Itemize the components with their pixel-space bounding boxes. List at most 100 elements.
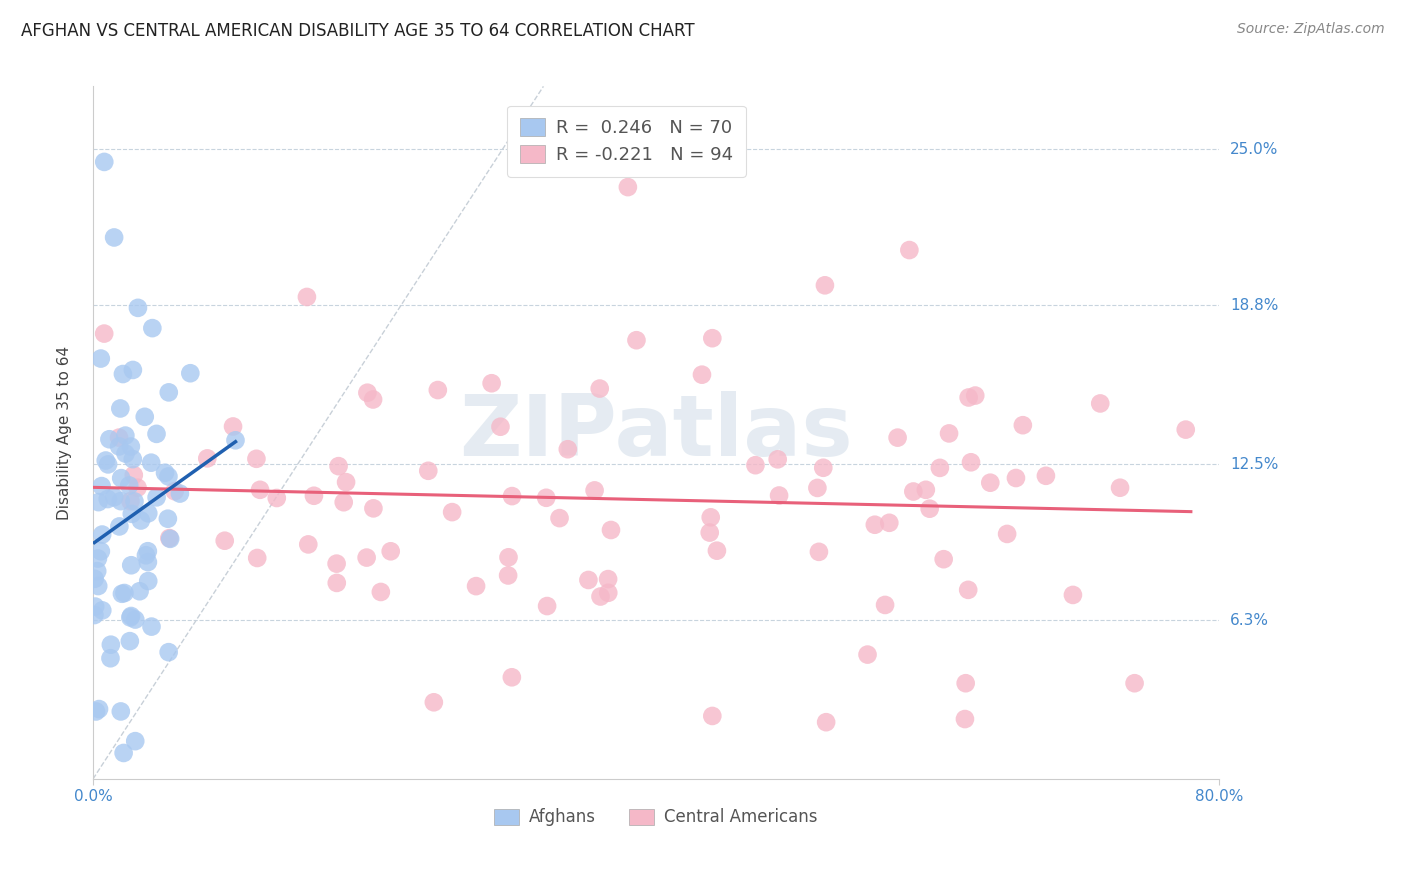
Point	[557, 442, 579, 457]
Point	[361, 392, 384, 407]
Point	[249, 483, 271, 497]
Point	[589, 382, 612, 396]
Point	[583, 483, 606, 498]
Point	[332, 495, 354, 509]
Point	[918, 501, 941, 516]
Point	[87, 495, 110, 509]
Point	[159, 532, 181, 546]
Point	[214, 533, 236, 548]
Point	[806, 481, 828, 495]
Point	[136, 555, 159, 569]
Point	[90, 351, 112, 366]
Point	[84, 599, 107, 614]
Point	[481, 376, 503, 391]
Point	[163, 484, 186, 499]
Point	[496, 568, 519, 582]
Point	[108, 439, 131, 453]
Point	[302, 489, 325, 503]
Point	[423, 695, 446, 709]
Point	[91, 603, 114, 617]
Point	[129, 514, 152, 528]
Point	[108, 431, 131, 445]
Point	[141, 321, 163, 335]
Point	[84, 705, 107, 719]
Point	[965, 388, 987, 402]
Point	[813, 460, 835, 475]
Point	[1123, 676, 1146, 690]
Point	[145, 426, 167, 441]
Point	[702, 331, 724, 345]
Point	[380, 544, 402, 558]
Point	[617, 180, 640, 194]
Point	[136, 544, 159, 558]
Point	[110, 471, 132, 485]
Point	[83, 572, 105, 586]
Text: 25.0%: 25.0%	[1230, 142, 1278, 157]
Point	[97, 458, 120, 472]
Point	[124, 734, 146, 748]
Point	[121, 452, 143, 467]
Point	[169, 486, 191, 500]
Point	[83, 608, 105, 623]
Point	[246, 551, 269, 566]
Point	[699, 510, 721, 524]
Point	[195, 451, 218, 466]
Point	[103, 490, 125, 504]
Point	[766, 452, 789, 467]
Text: 6.3%: 6.3%	[1230, 613, 1270, 628]
Point	[744, 458, 766, 473]
Point	[94, 453, 117, 467]
Point	[153, 466, 176, 480]
Point	[93, 326, 115, 341]
Point	[418, 464, 440, 478]
Point	[111, 367, 134, 381]
Point	[157, 385, 180, 400]
Text: 18.8%: 18.8%	[1230, 298, 1278, 313]
Point	[111, 587, 134, 601]
Point	[87, 579, 110, 593]
Text: Source: ZipAtlas.com: Source: ZipAtlas.com	[1237, 22, 1385, 37]
Point	[363, 501, 385, 516]
Point	[768, 489, 790, 503]
Point	[114, 446, 136, 460]
Point	[1062, 588, 1084, 602]
Point	[598, 586, 620, 600]
Point	[118, 478, 141, 492]
Point	[103, 230, 125, 244]
Point	[124, 494, 146, 508]
Point	[266, 491, 288, 505]
Point	[578, 573, 600, 587]
Point	[979, 475, 1001, 490]
Point	[120, 609, 142, 624]
Point	[110, 401, 132, 416]
Point	[222, 419, 245, 434]
Point	[1090, 396, 1112, 410]
Point	[356, 385, 378, 400]
Y-axis label: Disability Age 35 to 64: Disability Age 35 to 64	[58, 345, 72, 520]
Point	[156, 512, 179, 526]
Point	[1011, 418, 1033, 433]
Point	[1005, 471, 1028, 485]
Point	[120, 610, 142, 624]
Point	[699, 525, 721, 540]
Point	[598, 572, 620, 586]
Point	[91, 527, 114, 541]
Point	[141, 619, 163, 633]
Point	[807, 545, 830, 559]
Point	[356, 550, 378, 565]
Point	[501, 489, 523, 503]
Point	[938, 426, 960, 441]
Point	[136, 574, 159, 588]
Point	[325, 557, 347, 571]
Point	[536, 599, 558, 613]
Point	[706, 543, 728, 558]
Point	[328, 459, 350, 474]
Point	[121, 507, 143, 521]
Point	[863, 517, 886, 532]
Point	[112, 746, 135, 760]
Point	[120, 494, 142, 508]
Point	[136, 506, 159, 520]
Point	[93, 155, 115, 169]
Point	[957, 391, 980, 405]
Point	[600, 523, 623, 537]
